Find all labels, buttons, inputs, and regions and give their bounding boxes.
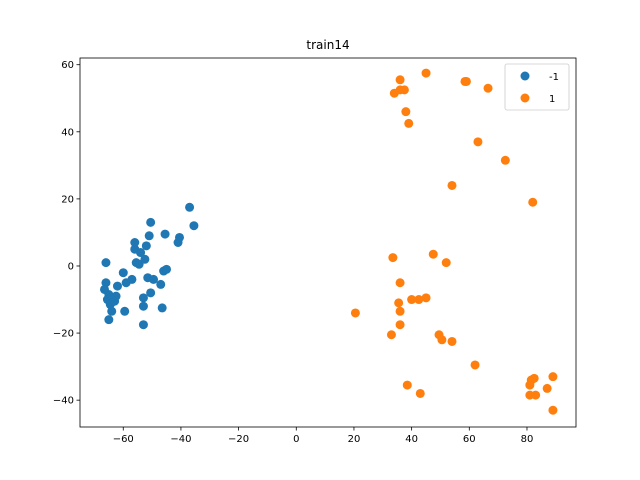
point-series-1-10 xyxy=(473,137,483,147)
point-series-1-21 xyxy=(394,298,404,308)
point-series-0-26 xyxy=(144,231,154,241)
point-series-0-33 xyxy=(162,264,172,274)
legend-label-1: 1 xyxy=(549,94,555,105)
point-series-1-20 xyxy=(421,293,431,303)
point-series-0-30 xyxy=(156,279,166,289)
point-series-0-24 xyxy=(141,241,151,251)
point-series-0-27 xyxy=(146,217,156,227)
point-series-0-11 xyxy=(118,268,128,278)
point-series-1-38 xyxy=(531,390,541,400)
point-series-1-25 xyxy=(386,330,396,340)
point-series-1-8 xyxy=(461,76,471,86)
point-series-0-22 xyxy=(138,320,148,330)
legend-box xyxy=(504,63,570,111)
point-series-0-0 xyxy=(101,258,111,268)
point-series-1-24 xyxy=(350,308,360,318)
point-series-0-31 xyxy=(157,303,167,313)
x-tick-label-0: −60 xyxy=(113,434,134,445)
x-tick-label-5: 40 xyxy=(405,434,418,445)
point-series-1-29 xyxy=(470,360,480,370)
point-series-1-23 xyxy=(395,320,405,330)
point-series-1-34 xyxy=(529,373,539,383)
point-series-0-1 xyxy=(101,278,111,288)
point-series-0-23 xyxy=(140,254,150,264)
plot-frame xyxy=(79,57,577,428)
y-tick-label-0: −40 xyxy=(53,396,74,407)
legend-marker-neg1 xyxy=(520,71,530,81)
point-series-1-5 xyxy=(404,118,414,128)
point-series-0-38 xyxy=(189,221,199,231)
point-series-0-37 xyxy=(185,202,195,212)
point-series-1-13 xyxy=(528,197,538,207)
point-series-1-6 xyxy=(421,68,431,78)
y-tick-label-5: 60 xyxy=(61,60,74,71)
point-series-0-13 xyxy=(120,306,130,316)
x-tick-label-1: −40 xyxy=(170,434,191,445)
point-series-1-15 xyxy=(428,249,438,259)
point-series-0-21 xyxy=(138,301,148,311)
x-tick-label-2: −20 xyxy=(228,434,249,445)
x-tick-label-4: 20 xyxy=(348,434,361,445)
point-series-0-28 xyxy=(146,288,156,298)
point-series-1-4 xyxy=(401,107,411,117)
x-tick-label-6: 60 xyxy=(463,434,476,445)
point-series-1-17 xyxy=(395,278,405,288)
point-series-1-3 xyxy=(399,85,409,95)
point-series-1-14 xyxy=(388,253,398,263)
point-series-0-10 xyxy=(112,281,122,291)
chart-title: train14 xyxy=(306,38,349,52)
point-series-1-35 xyxy=(548,372,558,382)
legend-label-neg1: -1 xyxy=(549,72,559,83)
point-series-1-27 xyxy=(437,335,447,345)
point-series-0-7 xyxy=(107,306,117,316)
y-tick-label-1: −20 xyxy=(53,329,74,340)
point-series-0-20 xyxy=(138,293,148,303)
point-series-1-19 xyxy=(414,295,424,305)
point-series-0-9 xyxy=(111,291,121,301)
point-series-1-0 xyxy=(395,75,405,85)
points-layer xyxy=(100,68,558,415)
point-series-0-6 xyxy=(104,315,114,325)
point-series-1-31 xyxy=(415,388,425,398)
legend: -1 1 xyxy=(504,63,570,111)
y-tick-label-3: 20 xyxy=(61,194,74,205)
legend-marker-1 xyxy=(520,93,530,103)
x-tick-label-7: 80 xyxy=(521,434,534,445)
point-series-0-16 xyxy=(130,238,140,247)
x-tick-label-3: 0 xyxy=(293,434,299,445)
point-series-0-29 xyxy=(149,274,159,284)
point-series-1-11 xyxy=(500,155,510,165)
point-series-1-28 xyxy=(447,336,457,346)
point-series-1-9 xyxy=(483,83,493,93)
point-series-1-30 xyxy=(402,380,412,390)
point-series-1-12 xyxy=(447,180,457,190)
point-series-1-22 xyxy=(395,306,405,316)
ticks-layer: −60 −40 −20 0 20 40 60 80 −40 −20 0 20 40 60 xyxy=(53,60,533,445)
point-series-0-36 xyxy=(174,232,184,242)
point-series-0-14 xyxy=(127,274,137,284)
point-series-1-16 xyxy=(441,258,451,268)
y-tick-label-2: 0 xyxy=(68,261,74,272)
point-series-0-19 xyxy=(136,248,146,258)
point-series-1-39 xyxy=(548,405,558,415)
point-series-1-18 xyxy=(407,295,417,305)
point-series-0-34 xyxy=(160,229,170,239)
y-tick-label-4: 40 xyxy=(61,127,74,138)
point-series-1-36 xyxy=(542,383,552,393)
